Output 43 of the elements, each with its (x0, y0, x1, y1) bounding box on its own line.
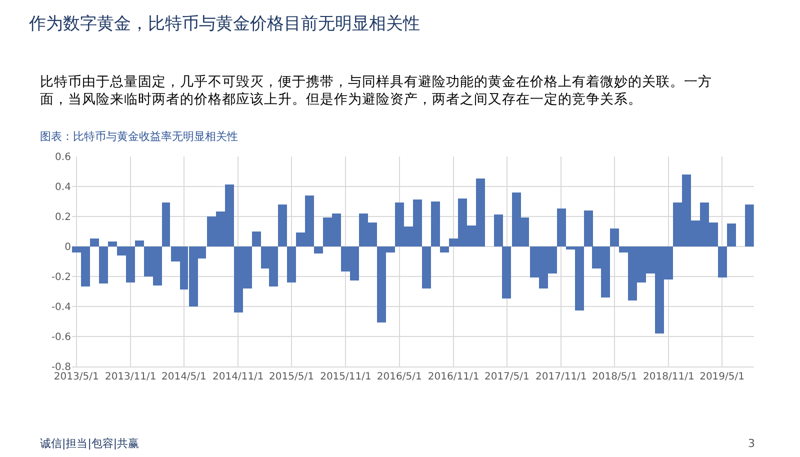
x-tick-label: 2019/5/1 (700, 371, 744, 382)
x-tick-label: 2015/5/1 (269, 371, 314, 382)
x-tick-label: 2018/5/1 (592, 371, 637, 382)
x-tick-label: 2015/11/1 (320, 371, 372, 382)
bar (108, 242, 117, 247)
y-tick-label: 0 (64, 242, 71, 253)
x-tick-label: 2017/11/1 (535, 371, 587, 382)
bar (422, 246, 431, 289)
chart-title: 作为数字黄金，比特币与黄金价格目前无明显相关性 (28, 14, 420, 34)
y-tick-label: 0.4 (55, 182, 71, 194)
x-tick-label: 2018/11/1 (643, 371, 694, 382)
bar (98, 246, 108, 284)
bar (314, 246, 323, 254)
x-tick-label: 2013/5/1 (54, 371, 99, 382)
bar (286, 246, 296, 283)
x-tick-label: 2014/5/1 (161, 371, 206, 382)
bar (90, 238, 99, 247)
y-tick-label: 0.2 (55, 212, 71, 224)
bar (726, 224, 736, 247)
y-tick-label: 0.6 (55, 152, 71, 164)
bar (134, 240, 144, 247)
x-tick-label: 2014/11/1 (212, 371, 264, 382)
y-tick-label: -0.2 (51, 272, 71, 283)
text: 图表：比特币与黄金收益率无明显相关性 (40, 130, 238, 143)
text: 3 (748, 437, 755, 450)
text: 诚信|担当|包容|共赢 (40, 437, 140, 450)
x-tick-label: 2016/5/1 (376, 371, 422, 382)
x-tick-label: 2013/11/1 (104, 371, 156, 382)
bar (252, 232, 261, 247)
y-tick-label: -0.4 (51, 302, 71, 313)
bar (556, 208, 566, 247)
bar (744, 204, 754, 247)
bar (162, 202, 170, 247)
bar (440, 246, 449, 253)
bar (718, 246, 727, 278)
bar (430, 202, 440, 247)
x-tick-label: 2016/11/1 (428, 371, 480, 382)
bar (610, 228, 619, 247)
chart-subtitle: 比特币由于总量固定，几乎不可毁灭，便于携带，与同样具有避险功能的黄金在价格上有着微妙的关联。一方面，当风险来临时两者的价格都应该上升。但是作为避险资产，两者之间又存在一定的竞争关系。 (40, 74, 712, 108)
bar (278, 204, 287, 247)
y-tick-label: -0.6 (51, 332, 71, 343)
y-tick-label: -0.8 (51, 362, 71, 373)
x-tick-label: 2017/5/1 (484, 371, 530, 382)
